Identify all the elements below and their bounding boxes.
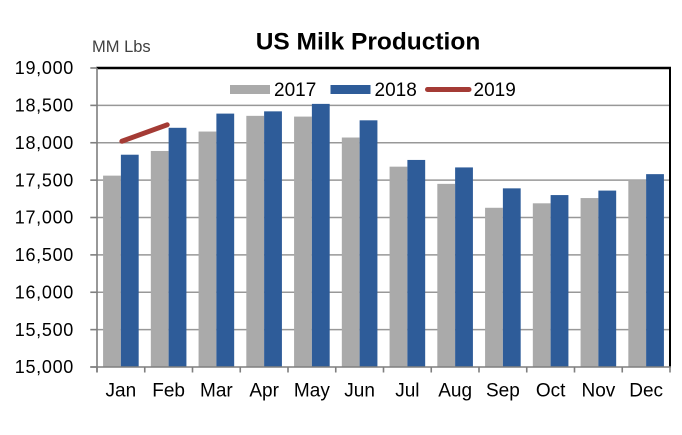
svg-text:15,000: 15,000: [15, 357, 74, 377]
svg-text:2019: 2019: [474, 80, 516, 101]
svg-text:MM Lbs: MM Lbs: [92, 38, 151, 56]
svg-text:May: May: [294, 381, 330, 402]
svg-text:16,500: 16,500: [15, 245, 74, 265]
svg-text:Aug: Aug: [438, 381, 472, 402]
svg-text:Jun: Jun: [344, 381, 375, 402]
svg-text:Sep: Sep: [486, 381, 520, 402]
svg-text:15,500: 15,500: [15, 320, 74, 340]
svg-text:2017: 2017: [274, 80, 316, 101]
svg-text:Apr: Apr: [249, 381, 279, 402]
svg-text:Nov: Nov: [581, 381, 615, 402]
svg-text:17,000: 17,000: [15, 208, 74, 228]
svg-text:2018: 2018: [375, 80, 417, 101]
svg-text:Jan: Jan: [106, 381, 137, 402]
svg-text:Mar: Mar: [200, 381, 233, 402]
svg-text:17,500: 17,500: [15, 170, 74, 190]
svg-text:18,500: 18,500: [15, 96, 74, 116]
svg-text:Feb: Feb: [152, 381, 185, 402]
svg-text:Dec: Dec: [629, 381, 663, 402]
svg-text:Jul: Jul: [395, 381, 419, 402]
svg-text:19,000: 19,000: [15, 58, 74, 78]
svg-text:Oct: Oct: [536, 381, 566, 402]
svg-text:US Milk Production: US Milk Production: [256, 29, 481, 56]
svg-text:16,000: 16,000: [15, 282, 74, 302]
svg-text:18,000: 18,000: [15, 133, 74, 153]
